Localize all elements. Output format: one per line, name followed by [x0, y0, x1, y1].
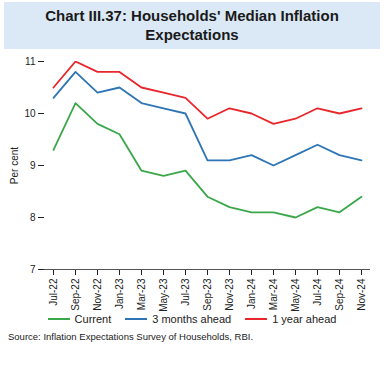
svg-text:10: 10 — [24, 108, 36, 119]
svg-text:Sep-23: Sep-23 — [202, 278, 213, 311]
svg-text:Mar-23: Mar-23 — [136, 278, 147, 310]
svg-text:Sep-24: Sep-24 — [334, 278, 345, 311]
html-text:Current: Current — [74, 313, 112, 325]
svg-text:9: 9 — [30, 160, 36, 171]
html-text:3 months ahead: 3 months ahead — [152, 313, 232, 325]
svg-text:8: 8 — [30, 212, 36, 223]
svg-text:Nov-24: Nov-24 — [356, 278, 367, 311]
html-text:1 year ahead: 1 year ahead — [272, 313, 337, 325]
svg-text:Nov-23: Nov-23 — [224, 278, 235, 311]
html-text:Chart III.37: Households' Medi: Chart III.37: Households' Median Inflati… — [45, 7, 339, 43]
svg-text:Nov-22: Nov-22 — [92, 278, 103, 311]
svg-text:Jan-23: Jan-23 — [114, 278, 125, 309]
svg-text:Per cent: Per cent — [9, 147, 20, 184]
svg-text:Jul-22: Jul-22 — [48, 278, 59, 306]
svg-text:Jul-24: Jul-24 — [312, 278, 323, 306]
svg-text:Sep-22: Sep-22 — [70, 278, 81, 311]
svg-text:May-23: May-23 — [158, 278, 169, 312]
html-text:Source: Inflation Expectations: Source: Inflation Expectations Survey of… — [8, 331, 253, 342]
svg-text:7: 7 — [30, 264, 36, 275]
svg-text:Mar-24: Mar-24 — [268, 278, 279, 310]
svg-text:Jan-24: Jan-24 — [246, 278, 257, 309]
svg-text:11: 11 — [25, 56, 36, 67]
svg-text:May-24: May-24 — [290, 278, 301, 312]
svg-text:Jul-23: Jul-23 — [180, 278, 191, 306]
